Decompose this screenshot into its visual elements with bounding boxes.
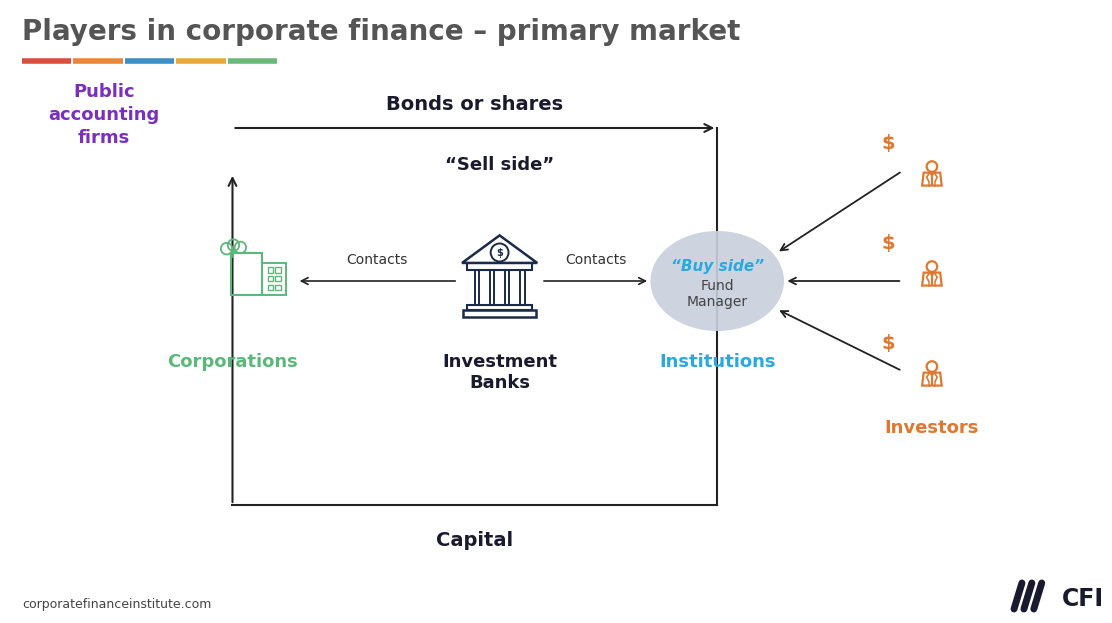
- Bar: [505, 270, 509, 305]
- Text: Contacts: Contacts: [347, 253, 408, 267]
- Bar: [275, 276, 280, 282]
- Text: Contacts: Contacts: [565, 253, 626, 267]
- Text: CFI: CFI: [1062, 587, 1103, 611]
- Bar: [519, 270, 525, 305]
- Bar: [230, 254, 262, 295]
- Bar: [262, 263, 286, 295]
- Bar: [467, 263, 533, 270]
- Text: Bonds or shares: Bonds or shares: [386, 95, 564, 115]
- Text: Fund
Manager: Fund Manager: [687, 278, 747, 310]
- Bar: [275, 267, 280, 273]
- Bar: [268, 276, 274, 282]
- Text: Capital: Capital: [436, 531, 514, 551]
- Ellipse shape: [651, 231, 784, 331]
- Text: Investment
Banks: Investment Banks: [443, 353, 557, 392]
- Text: $: $: [882, 133, 895, 153]
- Text: $: $: [882, 333, 895, 353]
- Text: “Sell side”: “Sell side”: [445, 156, 554, 174]
- Text: Players in corporate finance – primary market: Players in corporate finance – primary m…: [22, 18, 741, 46]
- Text: “Buy side”: “Buy side”: [671, 259, 764, 273]
- Bar: [268, 285, 274, 290]
- Text: Investors: Investors: [885, 419, 979, 437]
- Bar: [489, 270, 495, 305]
- Bar: [467, 305, 533, 310]
- Bar: [275, 285, 280, 290]
- Text: $: $: [496, 247, 503, 257]
- Bar: [475, 270, 479, 305]
- Bar: [463, 310, 536, 317]
- Text: Public
accounting
firms: Public accounting firms: [48, 83, 159, 147]
- Circle shape: [490, 244, 508, 262]
- Text: corporatefinanceinstitute.com: corporatefinanceinstitute.com: [22, 598, 211, 611]
- Text: $: $: [882, 234, 895, 252]
- Text: Institutions: Institutions: [659, 353, 775, 371]
- Bar: [268, 267, 274, 273]
- Text: Corporations: Corporations: [167, 353, 298, 371]
